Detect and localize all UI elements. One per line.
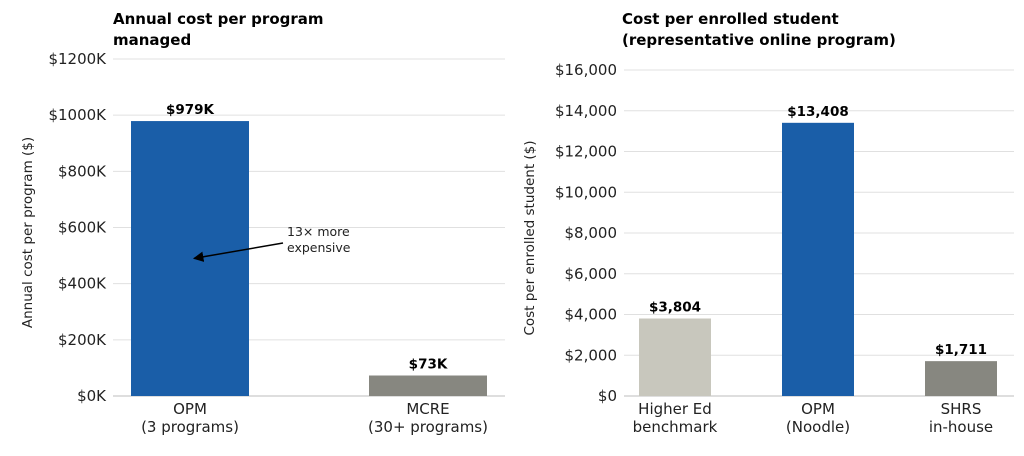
bar bbox=[782, 122, 854, 396]
x-tick-label: MCRE (30+ programs) bbox=[368, 400, 488, 436]
y-tick-label: $1200K bbox=[48, 50, 107, 68]
bar-value-label: $979K bbox=[166, 102, 215, 118]
x-tick-label: SHRS in-house bbox=[929, 400, 993, 436]
y-tick-label: $12,000 bbox=[555, 143, 617, 161]
y-tick-label: $400K bbox=[58, 275, 107, 293]
y-tick-label: $8,000 bbox=[565, 224, 618, 242]
y-tick-label: $0K bbox=[77, 387, 107, 405]
annotation-text: 13× more expensive bbox=[287, 224, 351, 255]
y-tick-label: $16,000 bbox=[555, 61, 617, 79]
y-tick-label: $200K bbox=[58, 331, 107, 349]
bar-value-label: $3,804 bbox=[649, 299, 701, 315]
x-tick-label: OPM (Noodle) bbox=[786, 400, 850, 436]
x-tick-label: Higher Ed benchmark bbox=[633, 400, 718, 436]
bar-value-label: $73K bbox=[409, 356, 448, 372]
annotation-arrow bbox=[192, 242, 284, 262]
y-tick-label: $2,000 bbox=[565, 346, 618, 364]
y-tick-label: $6,000 bbox=[565, 265, 618, 283]
y-tick-label: $14,000 bbox=[555, 102, 617, 120]
y-tick-label: $4,000 bbox=[565, 306, 618, 324]
y-tick-label: $0 bbox=[598, 387, 617, 405]
chart-panel-1: $0K $200K $400K $600K $800K $1000K $1200K Annua… bbox=[20, 10, 505, 436]
y-axis-label: Annual cost per program ($) bbox=[20, 137, 36, 328]
y-tick-label: $10,000 bbox=[555, 183, 617, 201]
bar bbox=[925, 361, 997, 396]
bar bbox=[131, 121, 249, 397]
bar-value-label: $1,711 bbox=[935, 342, 987, 358]
y-tick-label: $600K bbox=[58, 219, 107, 237]
y-axis-label: Cost per enrolled student ($) bbox=[522, 140, 538, 335]
bar-value-label: $13,408 bbox=[787, 104, 849, 120]
y-tick-label: $1000K bbox=[48, 106, 107, 124]
bar bbox=[369, 375, 487, 396]
bar bbox=[639, 318, 711, 396]
chart-title: Cost per enrolled student (representative… bbox=[622, 10, 896, 49]
chart-panel-2: $0 $2,000 $4,000 $6,000 $8,000 $10,000 $12,000… bbox=[522, 10, 1014, 436]
y-tick-label: $800K bbox=[58, 162, 107, 180]
x-tick-label: OPM (3 programs) bbox=[141, 400, 239, 436]
chart-title: Annual cost per program managed bbox=[113, 10, 324, 49]
